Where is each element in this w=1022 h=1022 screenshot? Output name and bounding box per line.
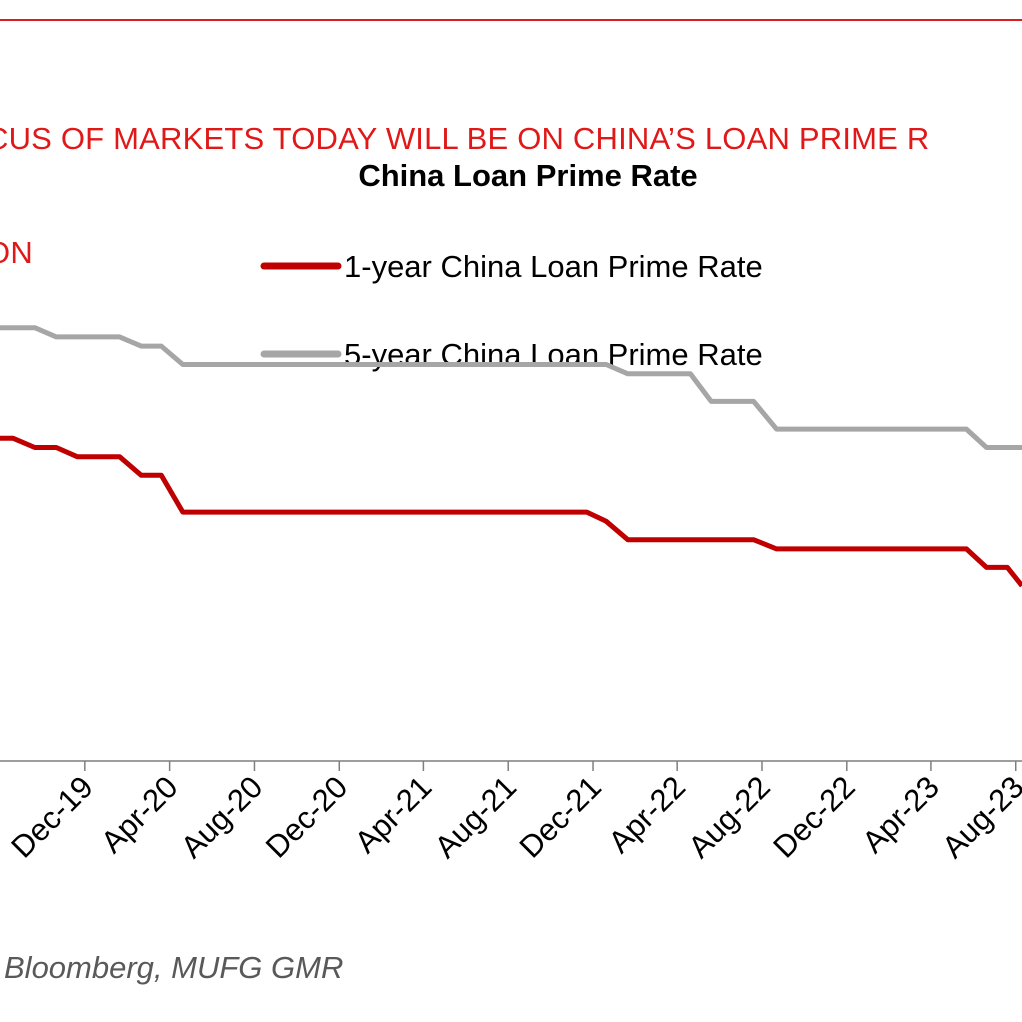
legend-label-1y: 1-year China Loan Prime Rate: [344, 249, 763, 284]
top-rule: [0, 19, 1022, 21]
headline-line-2: ON: [0, 235, 33, 270]
x-axis-ticks: [84, 761, 1017, 771]
x-tick-label: Aug-22: [681, 769, 776, 864]
series-line-1y: [0, 435, 1022, 588]
x-tick-label: Dec-21: [513, 769, 608, 864]
x-tick-label: Apr-21: [348, 769, 439, 860]
headline-line-1: CUS OF MARKETS TODAY WILL BE ON CHINA’S …: [0, 121, 930, 156]
x-tick-label: Aug-21: [428, 769, 523, 864]
x-tick-label: Apr-23: [855, 769, 946, 860]
x-tick-label: Aug-23: [935, 769, 1022, 864]
legend: 1-year China Loan Prime Rate 5-year Chin…: [260, 249, 763, 372]
x-tick-label: Dec-19: [4, 769, 99, 864]
source-note: Bloomberg, MUFG GMR: [4, 950, 344, 985]
series-layer: [0, 325, 1022, 588]
x-tick-label: Apr-22: [602, 769, 693, 860]
x-tick-label: Dec-22: [766, 769, 861, 864]
series-line-5y: [0, 325, 1022, 450]
x-axis-tick-labels: Dec-19Apr-20Aug-20Dec-20Apr-21Aug-21Dec-…: [4, 769, 1022, 864]
x-tick-label: Apr-20: [94, 769, 185, 860]
chart-title: China Loan Prime Rate: [358, 158, 697, 193]
headline: CUS OF MARKETS TODAY WILL BE ON CHINA’S …: [0, 44, 1022, 310]
x-tick-label: Aug-20: [174, 769, 269, 864]
x-tick-label: Dec-20: [259, 769, 354, 864]
